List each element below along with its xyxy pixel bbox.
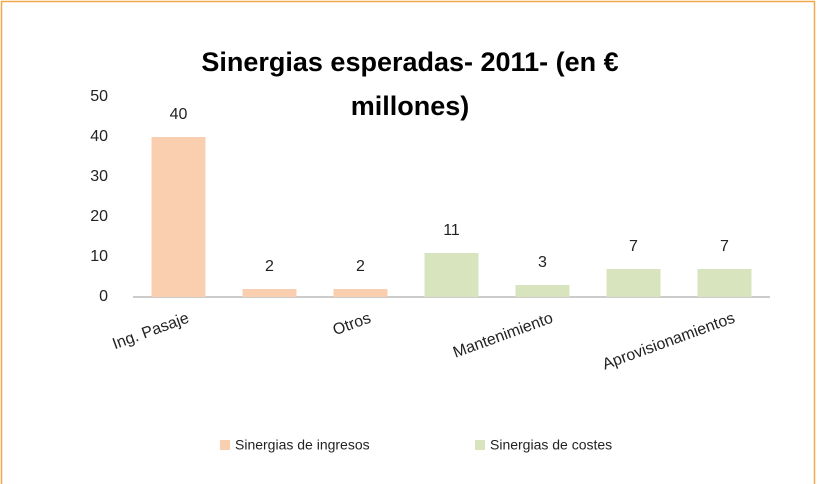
y-tick-label: 20 — [90, 208, 108, 225]
y-tick-label: 50 — [90, 88, 108, 105]
data-label: 7 — [720, 238, 729, 255]
data-label: 40 — [170, 106, 188, 123]
chart-title: Sinergias esperadas- 2011- (en € millone… — [201, 47, 619, 121]
legend-swatch — [220, 440, 230, 450]
x-tick-label: Ing. Pasaje — [110, 310, 191, 353]
legend-label: Sinergias de costes — [490, 437, 612, 453]
y-tick-label: 40 — [90, 128, 108, 145]
bar — [242, 289, 297, 297]
legend-swatch — [475, 440, 485, 450]
data-label: 11 — [443, 222, 460, 239]
data-label: 2 — [356, 258, 365, 275]
y-tick-label: 10 — [90, 248, 108, 265]
bar — [333, 289, 388, 297]
y-tick-label: 0 — [99, 288, 108, 305]
data-label: 3 — [538, 254, 547, 271]
bar — [424, 253, 479, 297]
bar — [697, 269, 752, 297]
bar — [606, 269, 661, 297]
y-tick-label: 30 — [90, 168, 108, 185]
x-tick-label: Otros — [331, 310, 374, 339]
x-tick-label: Mantenimiento — [451, 310, 556, 362]
data-label: 2 — [265, 258, 274, 275]
x-tick-label: Aprovisionamientos — [600, 310, 737, 374]
bar — [151, 137, 206, 297]
legend-label: Sinergias de ingresos — [235, 437, 370, 453]
data-label: 7 — [629, 238, 638, 255]
bar — [515, 285, 570, 297]
